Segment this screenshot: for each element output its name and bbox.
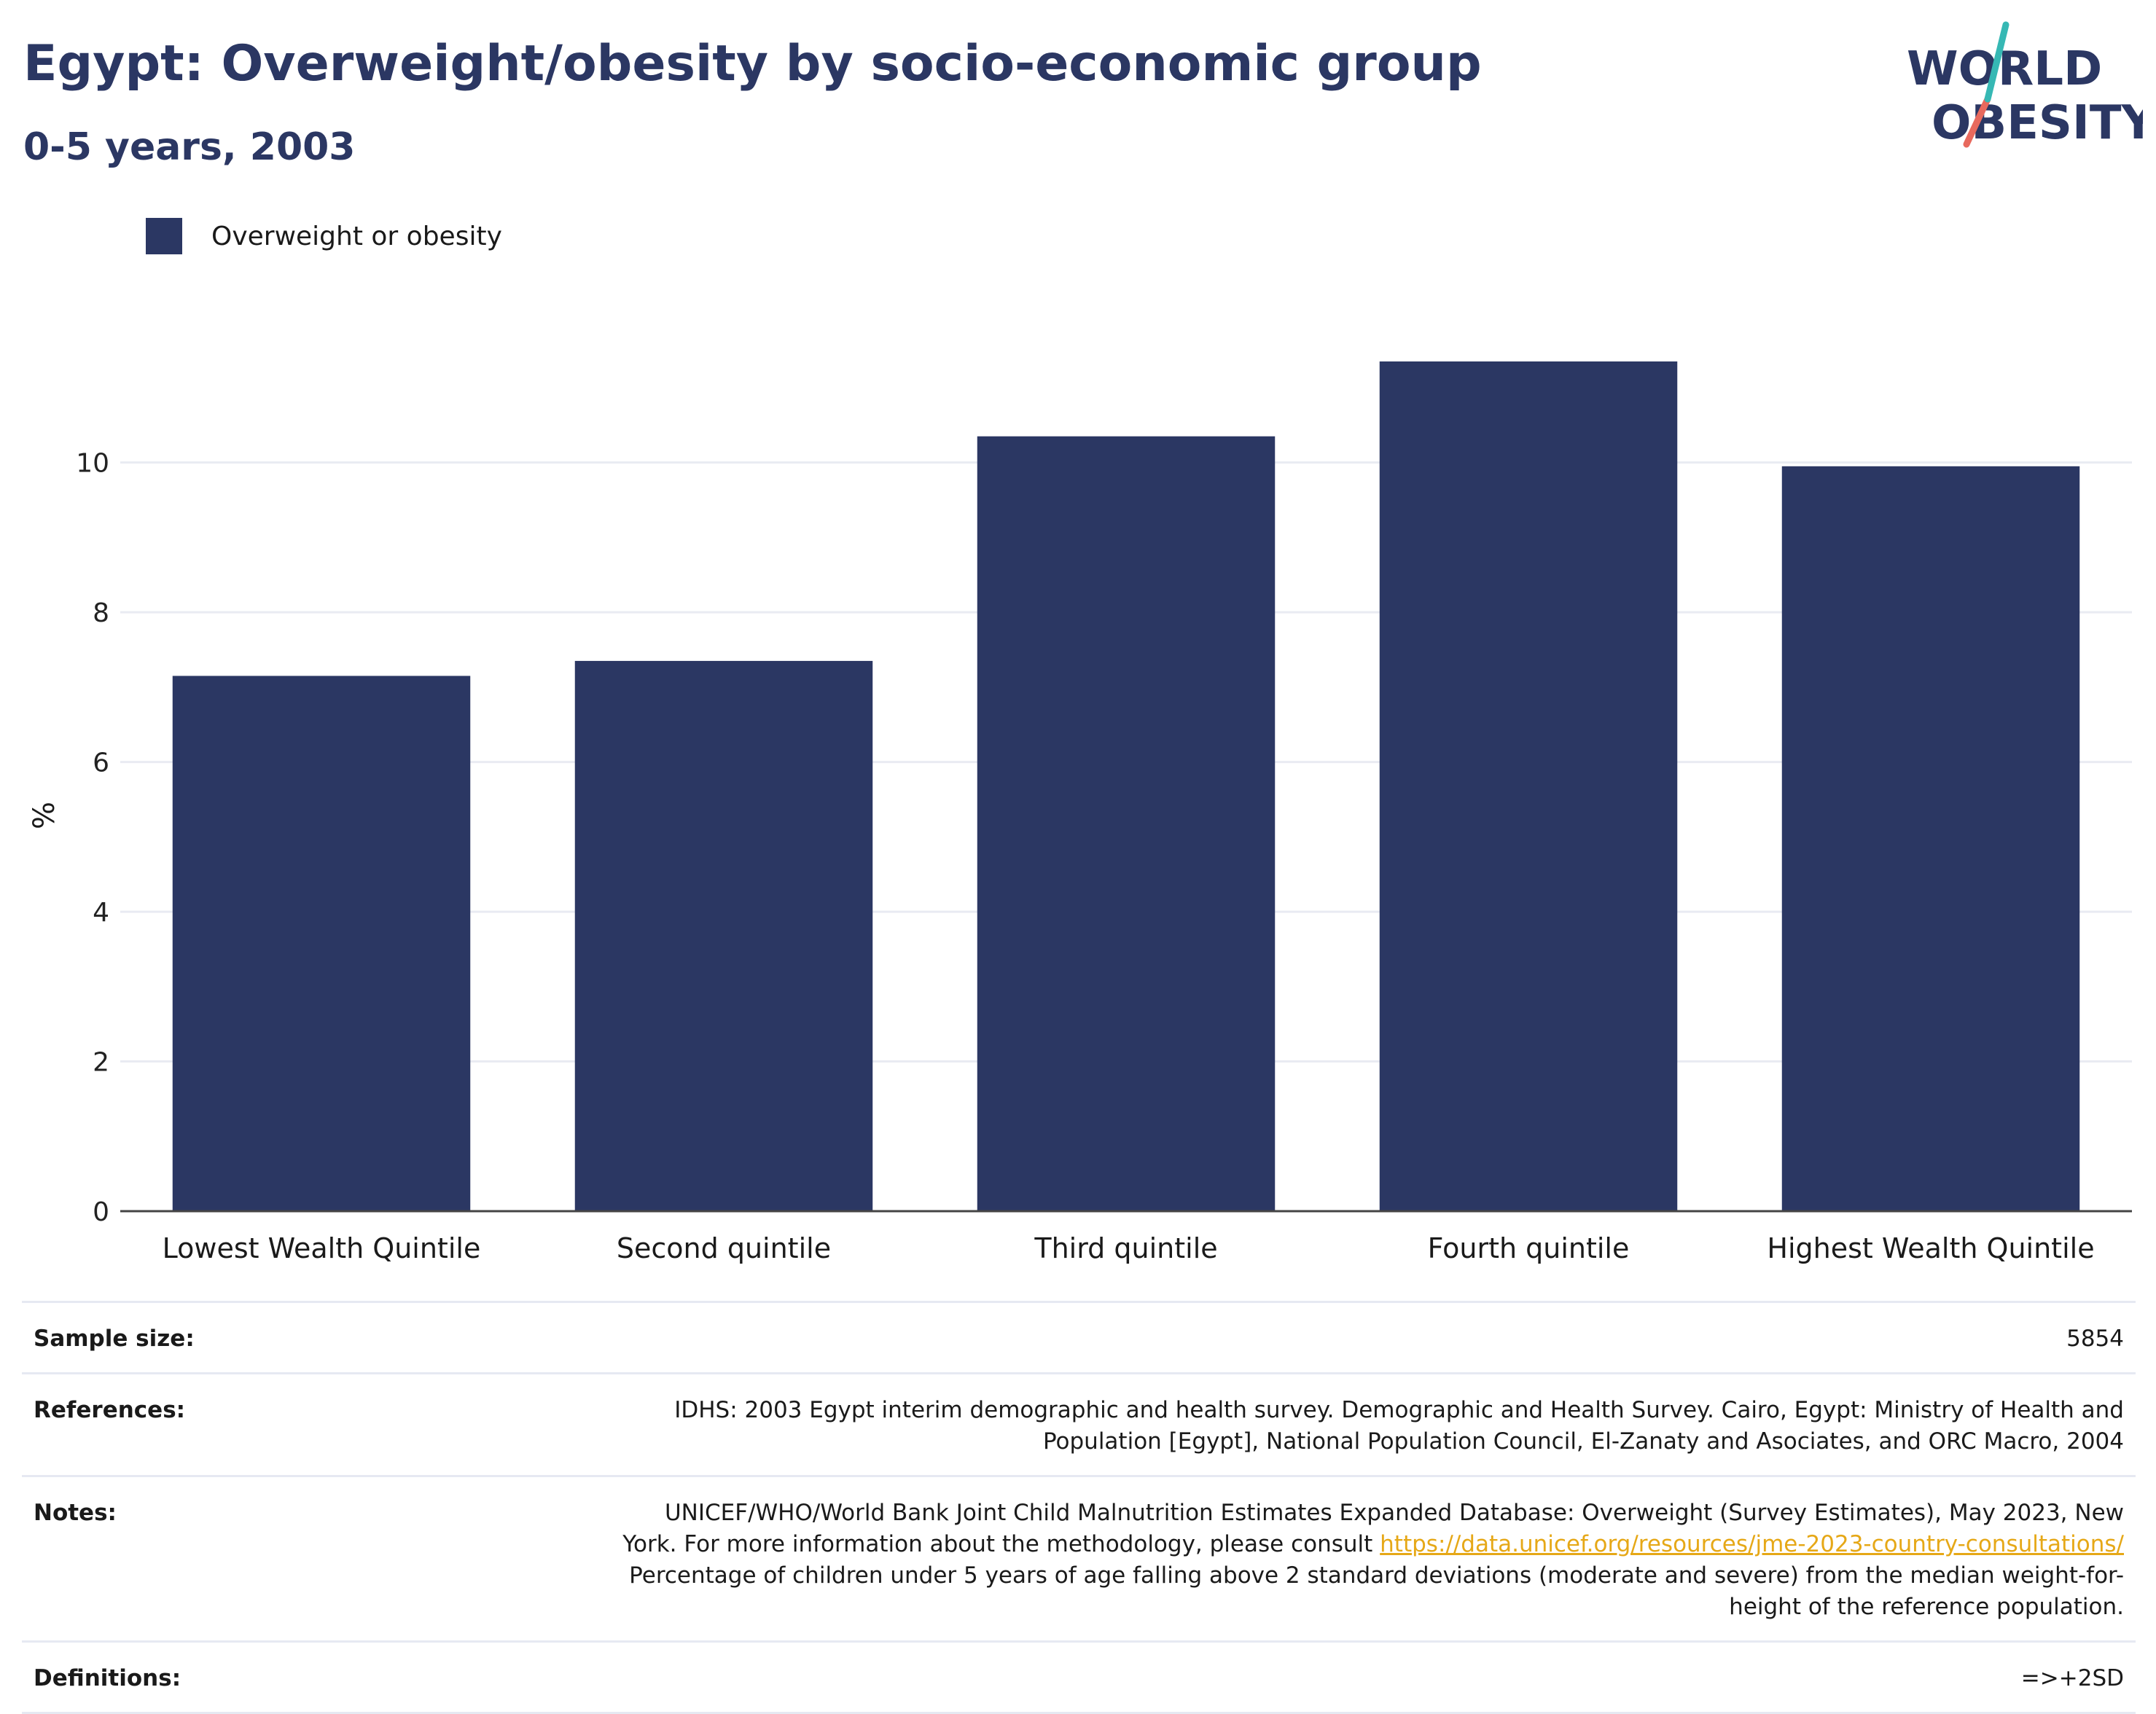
- bar[interactable]: [1781, 466, 2080, 1211]
- sample-size-value: 5854: [2066, 1326, 2124, 1352]
- logo-slash-lower: [1963, 95, 1991, 148]
- info-row-references: References: IDHS: 2003 Egypt interim dem…: [22, 1372, 2136, 1475]
- x-tick-label: Lowest Wealth Quintile: [163, 1232, 481, 1264]
- world-obesity-logo: WORLD OBESITY: [1907, 21, 2143, 150]
- notes-text-after: Percentage of children under 5 years of …: [629, 1562, 2124, 1620]
- chart-subtitle: 0-5 years, 2003: [23, 125, 356, 169]
- legend-label: Overweight or obesity: [211, 221, 502, 251]
- methodology-link[interactable]: https://data.unicef.org/resources/jme-20…: [1380, 1531, 2124, 1557]
- x-tick-label: Highest Wealth Quintile: [1767, 1232, 2094, 1264]
- info-row-definitions: Definitions: =>+2SD: [22, 1640, 2136, 1714]
- info-table: Sample size: 5854 References: IDHS: 2003…: [22, 1301, 2136, 1714]
- references-value: IDHS: 2003 Egypt interim demographic and…: [674, 1397, 2124, 1455]
- bar[interactable]: [977, 436, 1276, 1212]
- definitions-label: Definitions:: [34, 1665, 181, 1691]
- chart-title: Egypt: Overweight/obesity by socio-econo…: [23, 35, 1482, 93]
- y-tick-label: 2: [93, 1048, 109, 1078]
- bars: [172, 361, 2080, 1212]
- chart-legend[interactable]: Overweight or obesity: [146, 216, 502, 257]
- bar[interactable]: [1379, 361, 1678, 1211]
- x-tick-label: Second quintile: [617, 1232, 831, 1264]
- x-tick-label: Fourth quintile: [1428, 1232, 1630, 1264]
- y-tick-label: 6: [93, 748, 109, 778]
- y-axis-label: %: [28, 802, 61, 829]
- legend-swatch-icon: [146, 218, 182, 254]
- logo-line1: WORLD: [1907, 42, 2102, 96]
- y-tick-label: 8: [93, 598, 109, 628]
- x-tick-label: Third quintile: [1034, 1232, 1217, 1264]
- references-label: References:: [34, 1397, 186, 1423]
- y-tick-label: 4: [93, 898, 109, 928]
- y-tick-label: 0: [93, 1197, 109, 1227]
- logo-slash-upper: [1984, 21, 2009, 103]
- y-tick-labels: 0 2 4 6 8 10: [76, 449, 109, 1227]
- y-tick-label: 10: [76, 449, 109, 479]
- notes-label: Notes:: [34, 1500, 117, 1526]
- bar[interactable]: [574, 660, 873, 1211]
- sample-size-label: Sample size:: [34, 1326, 195, 1352]
- info-row-notes: Notes: UNICEF/WHO/World Bank Joint Child…: [22, 1475, 2136, 1640]
- bar-chart: 0 2 4 6 8 10 Lowest Wealth Quintile Second qui…: [28, 361, 2132, 1264]
- info-row-sample-size: Sample size: 5854: [22, 1301, 2136, 1372]
- category-labels: Lowest Wealth Quintile Second quintile Thi…: [163, 1232, 2095, 1264]
- bar[interactable]: [172, 676, 471, 1211]
- notes-value: UNICEF/WHO/World Bank Joint Child Malnut…: [608, 1498, 2124, 1623]
- notes-text-before: UNICEF/WHO/World Bank Joint Child Malnut…: [622, 1500, 2124, 1557]
- definitions-value: =>+2SD: [2020, 1665, 2124, 1691]
